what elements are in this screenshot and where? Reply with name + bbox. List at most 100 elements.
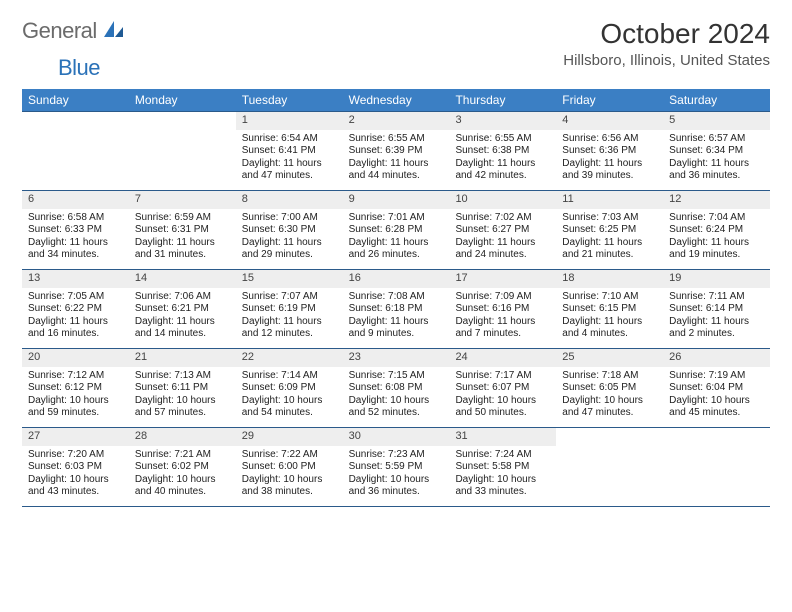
daylight-text: Daylight: 10 hours and 36 minutes. <box>349 474 444 499</box>
day-number: 11 <box>556 191 663 209</box>
calendar-cell: 10Sunrise: 7:02 AMSunset: 6:27 PMDayligh… <box>449 191 556 269</box>
cell-body: Sunrise: 6:55 AMSunset: 6:38 PMDaylight:… <box>449 130 556 189</box>
weeks-container: 1Sunrise: 6:54 AMSunset: 6:41 PMDaylight… <box>22 111 770 507</box>
calendar-cell: 11Sunrise: 7:03 AMSunset: 6:25 PMDayligh… <box>556 191 663 269</box>
calendar-cell <box>663 428 770 506</box>
calendar-cell: 24Sunrise: 7:17 AMSunset: 6:07 PMDayligh… <box>449 349 556 427</box>
daylight-text: Daylight: 11 hours and 2 minutes. <box>669 316 764 341</box>
sunrise-text: Sunrise: 7:11 AM <box>669 291 764 304</box>
calendar-cell: 1Sunrise: 6:54 AMSunset: 6:41 PMDaylight… <box>236 112 343 190</box>
daylight-text: Daylight: 11 hours and 42 minutes. <box>455 158 550 183</box>
cell-body: Sunrise: 7:00 AMSunset: 6:30 PMDaylight:… <box>236 209 343 268</box>
daylight-text: Daylight: 11 hours and 31 minutes. <box>135 237 230 262</box>
sunrise-text: Sunrise: 6:58 AM <box>28 212 123 225</box>
calendar-cell: 30Sunrise: 7:23 AMSunset: 5:59 PMDayligh… <box>343 428 450 506</box>
sunset-text: Sunset: 6:14 PM <box>669 303 764 316</box>
cell-body: Sunrise: 7:01 AMSunset: 6:28 PMDaylight:… <box>343 209 450 268</box>
day-number: 14 <box>129 270 236 288</box>
calendar-cell: 15Sunrise: 7:07 AMSunset: 6:19 PMDayligh… <box>236 270 343 348</box>
cell-body: Sunrise: 7:23 AMSunset: 5:59 PMDaylight:… <box>343 446 450 505</box>
sail-icon <box>103 19 125 44</box>
calendar-cell: 20Sunrise: 7:12 AMSunset: 6:12 PMDayligh… <box>22 349 129 427</box>
day-number: 24 <box>449 349 556 367</box>
calendar-cell: 19Sunrise: 7:11 AMSunset: 6:14 PMDayligh… <box>663 270 770 348</box>
sunset-text: Sunset: 6:19 PM <box>242 303 337 316</box>
sunrise-text: Sunrise: 7:00 AM <box>242 212 337 225</box>
logo: General <box>22 18 127 44</box>
day-number: 12 <box>663 191 770 209</box>
daylight-text: Daylight: 11 hours and 7 minutes. <box>455 316 550 341</box>
day-number: 19 <box>663 270 770 288</box>
sunset-text: Sunset: 5:59 PM <box>349 461 444 474</box>
sunrise-text: Sunrise: 7:13 AM <box>135 370 230 383</box>
sunrise-text: Sunrise: 7:20 AM <box>28 449 123 462</box>
cell-body: Sunrise: 7:08 AMSunset: 6:18 PMDaylight:… <box>343 288 450 347</box>
day-number: 17 <box>449 270 556 288</box>
daylight-text: Daylight: 10 hours and 45 minutes. <box>669 395 764 420</box>
sunrise-text: Sunrise: 7:19 AM <box>669 370 764 383</box>
sunset-text: Sunset: 6:25 PM <box>562 224 657 237</box>
sunset-text: Sunset: 6:30 PM <box>242 224 337 237</box>
cell-body: Sunrise: 7:15 AMSunset: 6:08 PMDaylight:… <box>343 367 450 426</box>
sunset-text: Sunset: 6:05 PM <box>562 382 657 395</box>
cell-body: Sunrise: 7:02 AMSunset: 6:27 PMDaylight:… <box>449 209 556 268</box>
logo-text-general: General <box>22 18 97 44</box>
daylight-text: Daylight: 10 hours and 38 minutes. <box>242 474 337 499</box>
day-number: 18 <box>556 270 663 288</box>
calendar-cell: 18Sunrise: 7:10 AMSunset: 6:15 PMDayligh… <box>556 270 663 348</box>
cell-body: Sunrise: 6:54 AMSunset: 6:41 PMDaylight:… <box>236 130 343 189</box>
sunset-text: Sunset: 6:00 PM <box>242 461 337 474</box>
daylight-text: Daylight: 10 hours and 50 minutes. <box>455 395 550 420</box>
cell-body: Sunrise: 7:12 AMSunset: 6:12 PMDaylight:… <box>22 367 129 426</box>
title-block: October 2024 Hillsboro, Illinois, United… <box>563 18 770 69</box>
cell-body: Sunrise: 7:13 AMSunset: 6:11 PMDaylight:… <box>129 367 236 426</box>
calendar-cell: 27Sunrise: 7:20 AMSunset: 6:03 PMDayligh… <box>22 428 129 506</box>
sunrise-text: Sunrise: 7:15 AM <box>349 370 444 383</box>
calendar-cell: 26Sunrise: 7:19 AMSunset: 6:04 PMDayligh… <box>663 349 770 427</box>
daylight-text: Daylight: 11 hours and 39 minutes. <box>562 158 657 183</box>
day-number: 7 <box>129 191 236 209</box>
calendar-week: 20Sunrise: 7:12 AMSunset: 6:12 PMDayligh… <box>22 349 770 428</box>
sunrise-text: Sunrise: 7:12 AM <box>28 370 123 383</box>
daylight-text: Daylight: 11 hours and 29 minutes. <box>242 237 337 262</box>
day-number: 3 <box>449 112 556 130</box>
sunset-text: Sunset: 6:33 PM <box>28 224 123 237</box>
sunrise-text: Sunrise: 6:56 AM <box>562 133 657 146</box>
sunrise-text: Sunrise: 7:02 AM <box>455 212 550 225</box>
sunset-text: Sunset: 6:12 PM <box>28 382 123 395</box>
sunrise-text: Sunrise: 6:55 AM <box>455 133 550 146</box>
cell-body: Sunrise: 7:20 AMSunset: 6:03 PMDaylight:… <box>22 446 129 505</box>
sunset-text: Sunset: 6:22 PM <box>28 303 123 316</box>
calendar-cell: 4Sunrise: 6:56 AMSunset: 6:36 PMDaylight… <box>556 112 663 190</box>
day-number: 30 <box>343 428 450 446</box>
cell-body: Sunrise: 7:05 AMSunset: 6:22 PMDaylight:… <box>22 288 129 347</box>
daylight-text: Daylight: 11 hours and 21 minutes. <box>562 237 657 262</box>
cell-body: Sunrise: 7:21 AMSunset: 6:02 PMDaylight:… <box>129 446 236 505</box>
sunset-text: Sunset: 6:31 PM <box>135 224 230 237</box>
daylight-text: Daylight: 11 hours and 26 minutes. <box>349 237 444 262</box>
day-number: 5 <box>663 112 770 130</box>
cell-body: Sunrise: 6:57 AMSunset: 6:34 PMDaylight:… <box>663 130 770 189</box>
cell-body: Sunrise: 7:11 AMSunset: 6:14 PMDaylight:… <box>663 288 770 347</box>
day-number: 6 <box>22 191 129 209</box>
sunrise-text: Sunrise: 7:07 AM <box>242 291 337 304</box>
sunrise-text: Sunrise: 7:17 AM <box>455 370 550 383</box>
calendar-cell: 29Sunrise: 7:22 AMSunset: 6:00 PMDayligh… <box>236 428 343 506</box>
sunrise-text: Sunrise: 7:14 AM <box>242 370 337 383</box>
daylight-text: Daylight: 11 hours and 19 minutes. <box>669 237 764 262</box>
calendar-cell: 21Sunrise: 7:13 AMSunset: 6:11 PMDayligh… <box>129 349 236 427</box>
day-number: 26 <box>663 349 770 367</box>
sunrise-text: Sunrise: 6:55 AM <box>349 133 444 146</box>
sunset-text: Sunset: 6:15 PM <box>562 303 657 316</box>
sunrise-text: Sunrise: 7:22 AM <box>242 449 337 462</box>
calendar-cell: 13Sunrise: 7:05 AMSunset: 6:22 PMDayligh… <box>22 270 129 348</box>
day-number: 22 <box>236 349 343 367</box>
day-number: 8 <box>236 191 343 209</box>
sunset-text: Sunset: 6:38 PM <box>455 145 550 158</box>
daylight-text: Daylight: 11 hours and 14 minutes. <box>135 316 230 341</box>
sunrise-text: Sunrise: 7:09 AM <box>455 291 550 304</box>
day-number: 10 <box>449 191 556 209</box>
calendar-cell: 23Sunrise: 7:15 AMSunset: 6:08 PMDayligh… <box>343 349 450 427</box>
day-number <box>22 112 129 116</box>
sunset-text: Sunset: 6:41 PM <box>242 145 337 158</box>
